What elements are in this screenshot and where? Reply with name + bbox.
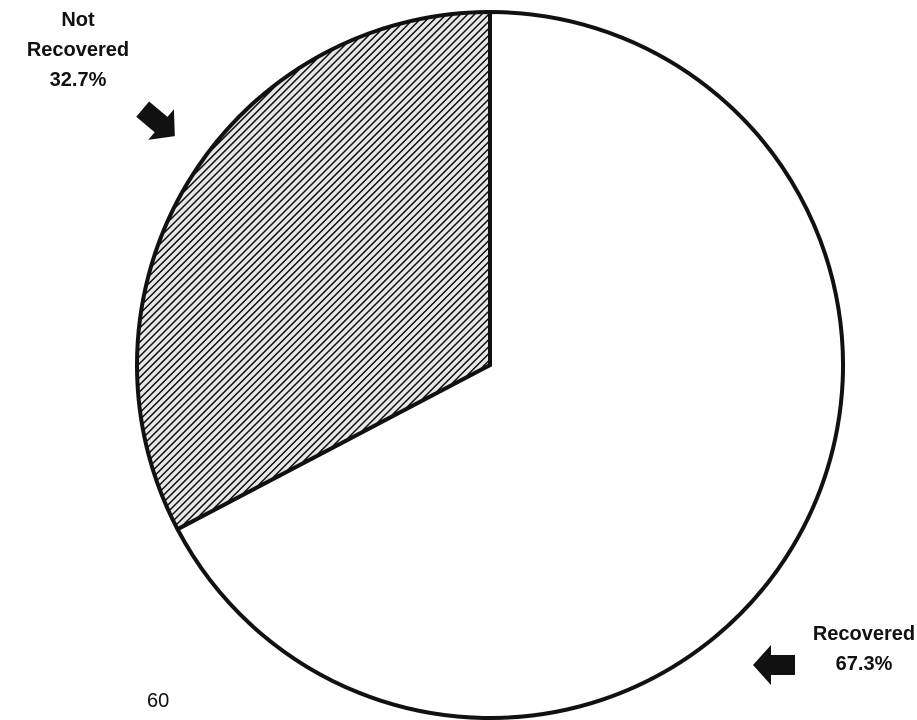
arrow-icon (753, 645, 795, 685)
pie-slice-not-recovered (135, 9, 492, 532)
arrow-icon (136, 101, 175, 140)
slice-label-not-recovered: Not Recovered 32.7% (27, 9, 129, 91)
slice-label-recovered: Recovered 67.3% (813, 623, 915, 675)
pie-slice-recovered (174, 9, 845, 720)
page-number: 60 (147, 690, 170, 712)
